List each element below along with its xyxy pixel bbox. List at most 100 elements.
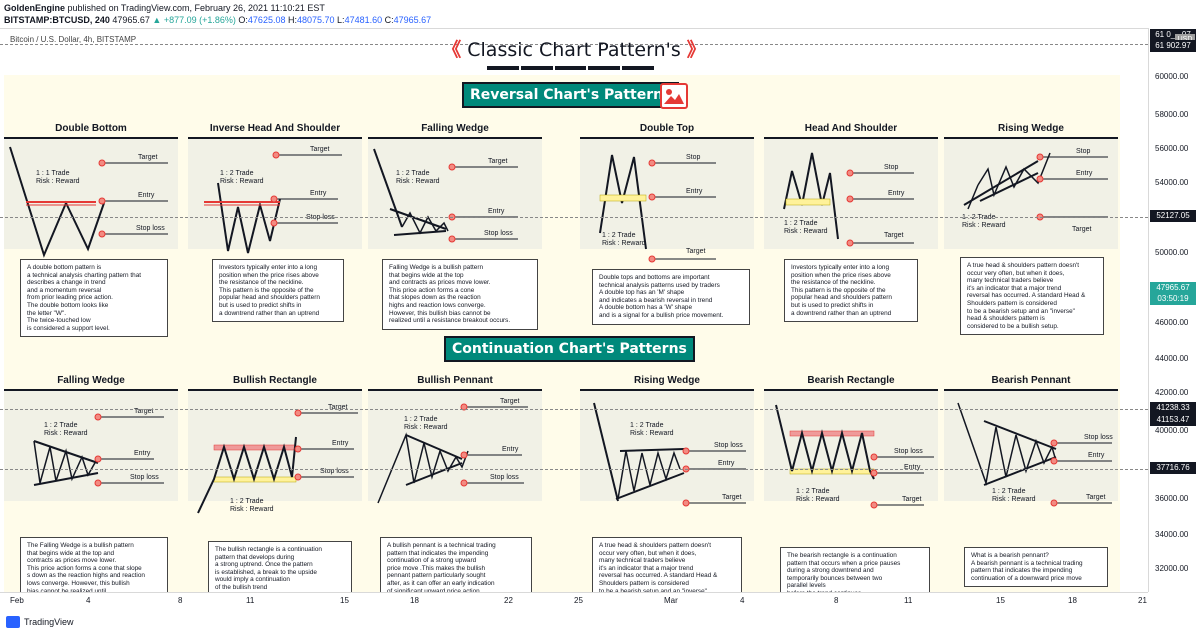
time-tick: Feb (10, 596, 24, 605)
close-value: 47965.67 (393, 15, 432, 25)
trade-ratio: 1 : 2 Trade (396, 170, 430, 177)
risk-reward: Risk : Reward (44, 430, 88, 437)
price-tick: 44000.00 (1155, 354, 1189, 363)
panel-bearish-pennant: Bearish Pennant Stop loss Entry Target 1… (944, 373, 1118, 593)
panel-description: A true head & shoulders pattern doesn't … (960, 257, 1104, 336)
tradingview-logo-icon[interactable] (6, 616, 20, 628)
time-tick: 15 (996, 596, 1005, 605)
risk-reward: Risk : Reward (602, 240, 646, 247)
stop-loss-label: Stop loss (320, 468, 349, 475)
price-tick: 54000.00 (1155, 178, 1189, 187)
price-tick: 34000.00 (1155, 530, 1189, 539)
entry-label: Entry (488, 208, 505, 215)
trade-ratio: 1 : 2 Trade (230, 498, 264, 505)
publisher-line: GoldenEngine published on TradingView.co… (4, 3, 325, 13)
panel-falling-wedge-rev: Falling Wedge Target Entry Stop loss 1 :… (368, 121, 542, 353)
stop-loss-label: Stop loss (130, 474, 159, 481)
stop-label: Stop (1076, 148, 1091, 155)
stop-label: Stop (686, 154, 701, 161)
low-label: L: (337, 15, 345, 25)
stop-loss-label: Stop loss (714, 442, 743, 449)
falling-wedge-con-drawing: Target Entry Stop loss 1 : 2 Trade Risk … (33, 408, 164, 487)
panel-rising-wedge-con: Rising Wedge Stop loss Entry Target 1 : … (580, 373, 754, 593)
time-tick: 22 (504, 596, 513, 605)
panel-description: The Falling Wedge is a bullish pattern t… (20, 537, 168, 593)
panel-description: Investors typically enter into a long po… (784, 259, 918, 323)
risk-reward: Risk : Reward (962, 222, 1006, 229)
trade-ratio: 1 : 2 Trade (44, 422, 78, 429)
chart-pane[interactable]: Bitcoin / U.S. Dollar, 4h, BITSTAMP 《 Cl… (0, 28, 1148, 593)
panel-head-shoulder: Head And Shoulder Stop Entry Target 1 : … (764, 121, 938, 353)
price-tick: 60000.00 (1155, 72, 1189, 81)
panel-bearish-rectangle: Bearish Rectangle Stop loss Entry Target… (764, 373, 938, 593)
panel-bullish-rectangle: Bullish Rectangle Target Entry Stop loss… (188, 373, 362, 593)
stop-loss-label: Stop loss (136, 225, 165, 232)
panel-title: Double Top (580, 121, 754, 139)
panel-description: Double tops and bottoms are important te… (592, 269, 750, 325)
panel-title: Bullish Rectangle (188, 373, 362, 391)
tradingview-brand[interactable]: TradingView (24, 617, 74, 627)
panel-title: Falling Wedge (368, 121, 542, 139)
stop-loss-label: Stop loss (1084, 434, 1113, 441)
panel-description: What is a bearish pennant? A bearish pen… (964, 547, 1108, 588)
high-value: 48075.70 (296, 15, 335, 25)
entry-label: Entry (310, 190, 327, 197)
bearish-rectangle-drawing: Stop loss Entry Target 1 : 2 Trade Risk … (775, 404, 934, 509)
double-bottom-drawing: Target Entry Stop loss 1 : 1 Trade Risk … (9, 146, 168, 258)
price-axis[interactable]: 61 0__.07 USD 61 902.97 60000.00 58000.0… (1148, 28, 1200, 592)
target-label: Target (138, 154, 158, 161)
time-tick: Mar (664, 596, 678, 605)
entry-label: Entry (138, 192, 155, 199)
panel-falling-wedge-con: Falling Wedge Target Entry Stop loss 1 :… (4, 373, 178, 593)
panel-inverse-head-shoulder: Inverse Head And Shoulder Target Entry S… (188, 121, 362, 353)
panel-title: Inverse Head And Shoulder (188, 121, 362, 139)
rising-wedge-drawing: Stop Entry Target 1 : 2 Trade Risk : Rew… (962, 148, 1108, 233)
risk-reward: Risk : Reward (36, 178, 80, 185)
title-text: Classic Chart Pattern's (467, 39, 681, 61)
time-tick: 15 (340, 596, 349, 605)
price-line-52127 (0, 217, 1148, 218)
panel-description: A bullish pennant is a technical trading… (380, 537, 532, 593)
risk-reward: Risk : Reward (230, 506, 274, 513)
price-tag: 37716.76 (1150, 462, 1196, 474)
stop-label: Stop (884, 164, 899, 171)
panel-description: A true head & shoulders pattern doesn't … (592, 537, 742, 593)
time-tick: 4 (86, 596, 91, 605)
entry-label: Entry (686, 188, 703, 195)
time-tick: 8 (178, 596, 183, 605)
price-tick: 58000.00 (1155, 110, 1189, 119)
title-underline (487, 66, 654, 70)
trade-ratio: 1 : 2 Trade (630, 422, 664, 429)
time-axis[interactable]: Feb 4 8 11 15 18 22 25 Mar 4 8 11 15 18 … (0, 592, 1148, 611)
page-title: 《 Classic Chart Pattern's 》 (0, 35, 1148, 62)
time-tick: 11 (904, 596, 913, 605)
bullish-rectangle-drawing: Target Entry Stop loss 1 : 2 Trade Risk … (197, 404, 358, 514)
stop-loss-label: Stop loss (894, 448, 923, 455)
bearish-pennant-drawing: Stop loss Entry Target 1 : 2 Trade Risk … (957, 402, 1113, 507)
entry-label: Entry (718, 460, 735, 467)
ohlc-line: BITSTAMP:BTCUSD, 240 47965.67 ▲ +877.09 … (4, 15, 431, 25)
stop-loss-label: Stop loss (490, 474, 519, 481)
rising-wedge-con-drawing: Stop loss Entry Target 1 : 2 Trade Risk … (593, 402, 746, 507)
time-tick: 21 (1138, 596, 1147, 605)
panel-title: Bearish Rectangle (764, 373, 938, 391)
inverse-head-shoulder-drawing: Target Entry Stop loss 1 : 2 Trade Risk … (204, 146, 342, 254)
symbol-interval: BITSTAMP:BTCUSD, 240 (4, 15, 110, 25)
price-line-37716 (0, 469, 1148, 470)
time-tick: 18 (410, 596, 419, 605)
countdown-tag: 03:50:19 (1150, 293, 1196, 305)
low-value: 47481.60 (344, 15, 383, 25)
target-label: Target (722, 494, 742, 501)
panel-title: Rising Wedge (580, 373, 754, 391)
entry-label: Entry (1076, 170, 1093, 177)
target-label: Target (488, 158, 508, 165)
panel-title: Bearish Pennant (944, 373, 1118, 391)
footer: TradingView (0, 612, 1200, 635)
panel-description: A double bottom pattern is a technical a… (20, 259, 168, 338)
panel-rising-wedge-rev: Rising Wedge Stop Entry Target 1 : 2 Tra… (944, 121, 1118, 353)
publisher-name[interactable]: GoldenEngine (4, 3, 66, 13)
risk-reward: Risk : Reward (404, 424, 448, 431)
bullish-pennant-drawing: Target Entry Stop loss 1 : 2 Trade Risk … (377, 398, 528, 504)
entry-label: Entry (904, 464, 921, 471)
price-tag: 61 902.97 (1150, 40, 1196, 52)
